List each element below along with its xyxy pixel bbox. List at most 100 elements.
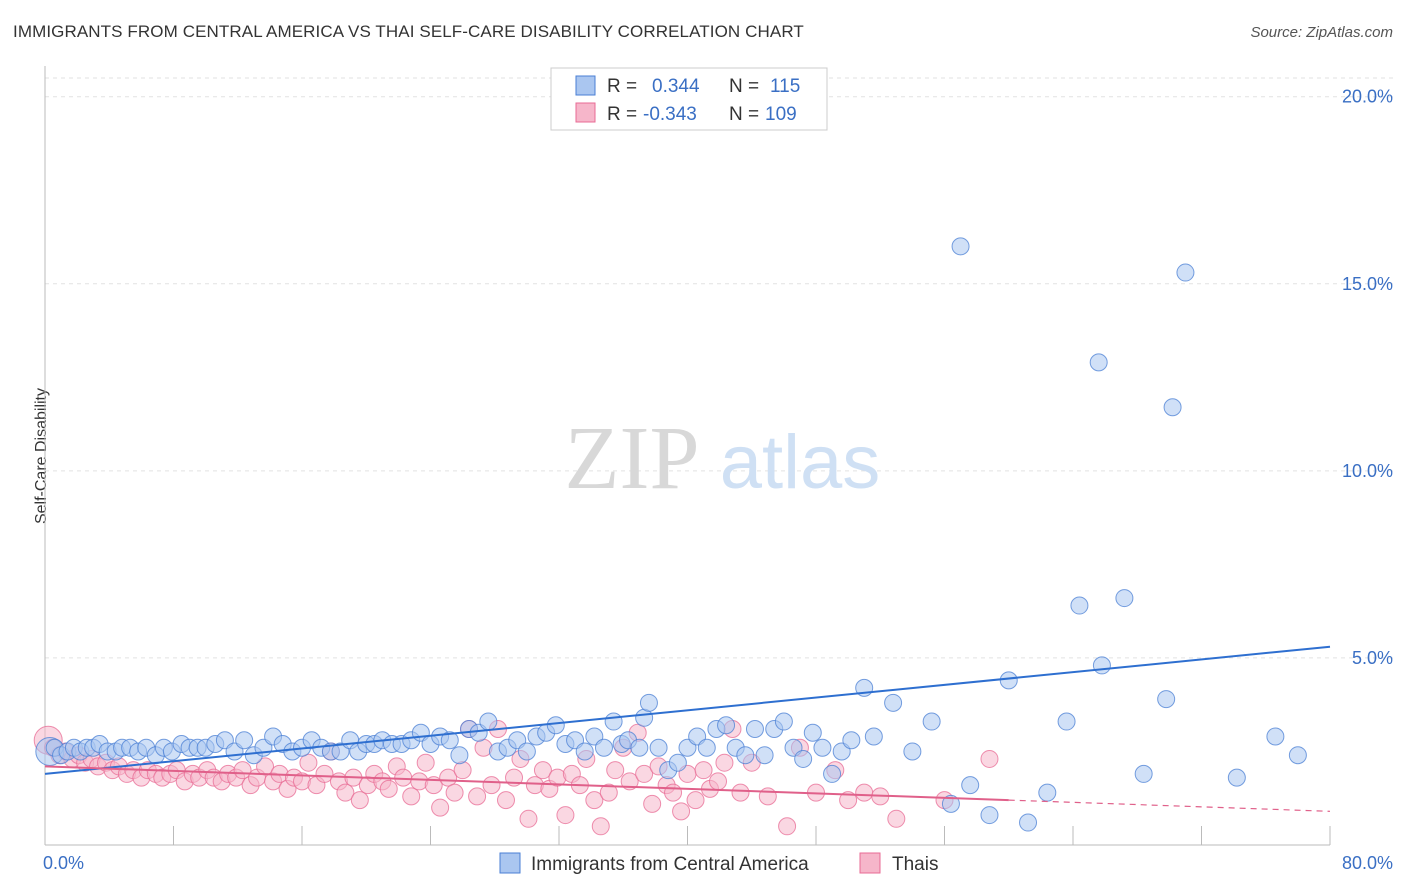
legend-swatch-blue xyxy=(499,852,521,874)
data-point xyxy=(379,779,398,798)
chart-title: IMMIGRANTS FROM CENTRAL AMERICA VS THAI … xyxy=(13,22,804,41)
legend-label-central-america: Immigrants from Central America xyxy=(531,854,809,875)
data-point xyxy=(1227,768,1246,787)
data-point xyxy=(961,776,980,795)
data-point xyxy=(450,746,469,765)
legend-n-label: N = xyxy=(729,104,759,125)
watermark-atlas: atlas xyxy=(720,420,881,505)
trend-line-central-america xyxy=(44,645,1331,775)
trend-lines xyxy=(44,645,1331,812)
data-point xyxy=(620,772,639,791)
data-point xyxy=(731,783,750,802)
data-point xyxy=(1288,746,1307,765)
data-point xyxy=(468,787,487,806)
data-point xyxy=(431,798,450,817)
data-point xyxy=(336,783,355,802)
legend-swatch-pink xyxy=(575,102,596,123)
x-tick-label: 80.0% xyxy=(1342,853,1393,873)
data-point xyxy=(517,742,536,761)
data-point xyxy=(394,768,413,787)
data-point xyxy=(823,764,842,783)
axes xyxy=(44,66,1331,846)
legend-r-value: 0.344 xyxy=(652,76,700,97)
data-point xyxy=(922,712,941,731)
series-central-america xyxy=(35,237,1307,832)
series-legend: Immigrants from Central America Thais xyxy=(499,852,938,875)
source-credit: Source: ZipAtlas.com xyxy=(1250,24,1393,41)
data-point xyxy=(1115,589,1134,608)
data-point xyxy=(439,768,458,787)
data-point xyxy=(643,794,662,813)
data-point xyxy=(440,731,459,750)
data-point xyxy=(416,753,435,772)
data-point xyxy=(594,738,613,757)
legend-r-value: -0.343 xyxy=(643,104,697,125)
data-point xyxy=(479,712,498,731)
data-point xyxy=(794,749,813,768)
y-tick-label: 10.0% xyxy=(1342,461,1393,481)
data-point xyxy=(778,817,797,836)
data-point xyxy=(235,731,254,750)
data-point xyxy=(999,671,1018,690)
data-point xyxy=(774,712,793,731)
data-point xyxy=(903,742,922,761)
legend-n-value: 109 xyxy=(765,104,797,125)
data-point xyxy=(445,783,464,802)
watermark: ZIP atlas xyxy=(565,409,881,508)
legend-label-thais: Thais xyxy=(892,854,938,875)
data-point xyxy=(1176,263,1195,282)
data-point xyxy=(941,794,960,813)
trend-line-thais-extension xyxy=(1008,799,1331,812)
watermark-zip: ZIP xyxy=(565,409,700,508)
data-point xyxy=(453,761,472,780)
data-point xyxy=(591,817,610,836)
data-point xyxy=(839,791,858,810)
gridlines xyxy=(45,77,1393,659)
x-tick-label: 0.0% xyxy=(43,853,84,873)
tick-labels: 5.0% 10.0% 15.0% 20.0% 0.0% 80.0% xyxy=(43,87,1393,873)
legend-r-label: R = xyxy=(607,76,637,97)
stats-legend: R = 0.344 N = 115 R = -0.343 N = 109 xyxy=(550,67,828,131)
trend-line-thais xyxy=(44,765,1009,802)
data-point xyxy=(546,716,565,735)
data-point xyxy=(604,712,623,731)
data-point xyxy=(686,791,705,810)
data-point xyxy=(1157,690,1176,709)
legend-r-label: R = xyxy=(607,104,637,125)
data-point xyxy=(951,237,970,256)
data-point xyxy=(556,806,575,825)
data-point xyxy=(697,738,716,757)
data-point xyxy=(980,749,999,768)
data-point xyxy=(635,764,654,783)
data-point xyxy=(1266,727,1285,746)
legend-swatch-pink xyxy=(859,852,881,874)
data-point xyxy=(1092,656,1111,675)
data-point xyxy=(736,746,755,765)
data-point xyxy=(694,761,713,780)
data-point xyxy=(864,727,883,746)
data-point xyxy=(635,708,654,727)
legend-swatch-blue xyxy=(575,75,596,96)
data-point xyxy=(855,783,874,802)
data-point xyxy=(668,753,687,772)
data-point xyxy=(1134,764,1153,783)
data-point xyxy=(842,731,861,750)
data-point xyxy=(1057,712,1076,731)
data-point xyxy=(496,791,515,810)
data-point xyxy=(672,802,691,821)
data-point xyxy=(1089,353,1108,372)
data-point xyxy=(575,742,594,761)
data-point xyxy=(1070,596,1089,615)
data-point xyxy=(299,753,318,772)
data-point xyxy=(887,809,906,828)
legend-n-value: 115 xyxy=(770,76,800,97)
data-point xyxy=(813,738,832,757)
data-point xyxy=(630,738,649,757)
data-point xyxy=(803,723,822,742)
data-point xyxy=(664,783,683,802)
y-tick-label: 5.0% xyxy=(1352,648,1393,668)
data-point xyxy=(1163,398,1182,417)
data-point xyxy=(606,761,625,780)
data-point xyxy=(350,791,369,810)
